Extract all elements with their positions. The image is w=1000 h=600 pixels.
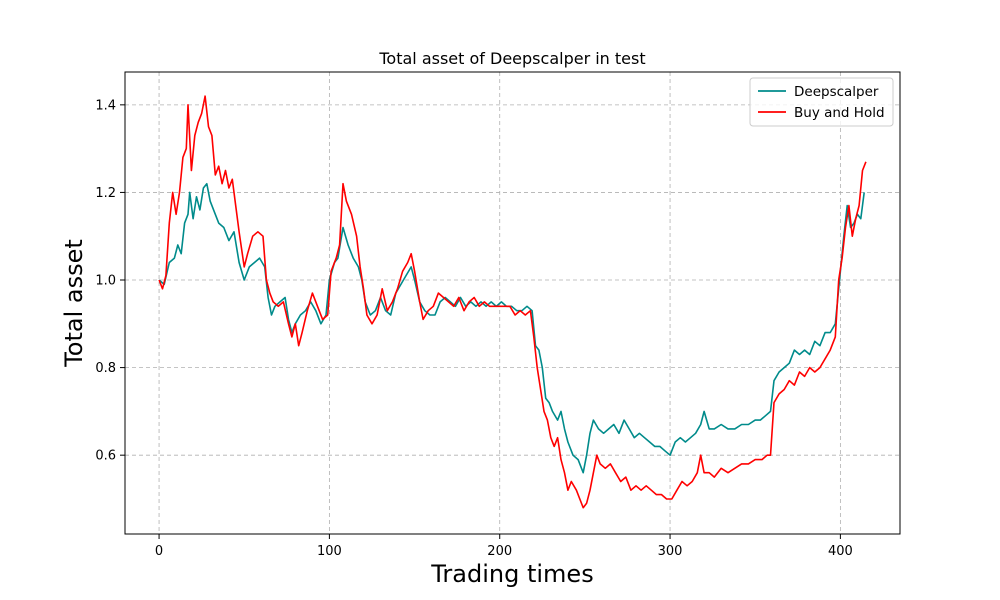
legend-box: [749, 77, 894, 127]
y-tick-label: 1.4: [95, 98, 116, 113]
ticks: 0 100 200 300 400 0.6 0.8 1.0 1.2 1.4: [95, 98, 852, 559]
x-tick-label: 300: [658, 544, 683, 559]
legend: Deepscalper Buy and Hold: [749, 77, 894, 127]
series-line-buy-and-hold: [158, 95, 867, 509]
x-tick-label: 0: [155, 544, 163, 559]
y-tick-label: 0.8: [95, 361, 116, 376]
chart-title: Total asset of Deepscalper in test: [378, 49, 645, 68]
plot-frame: [124, 71, 901, 535]
y-axis-title: Total asset: [60, 239, 88, 368]
y-tick-label: 0.6: [95, 449, 116, 464]
legend-label: Deepscalper: [794, 84, 879, 100]
x-axis-title: Trading times: [430, 560, 593, 588]
x-tick-label: 200: [487, 544, 512, 559]
y-tick-label: 1.0: [95, 274, 116, 289]
x-tick-label: 400: [828, 544, 853, 559]
x-tick-label: 100: [317, 544, 342, 559]
legend-label: Buy and Hold: [794, 105, 885, 121]
series-layer: [158, 95, 867, 509]
y-tick-label: 1.2: [95, 186, 116, 201]
